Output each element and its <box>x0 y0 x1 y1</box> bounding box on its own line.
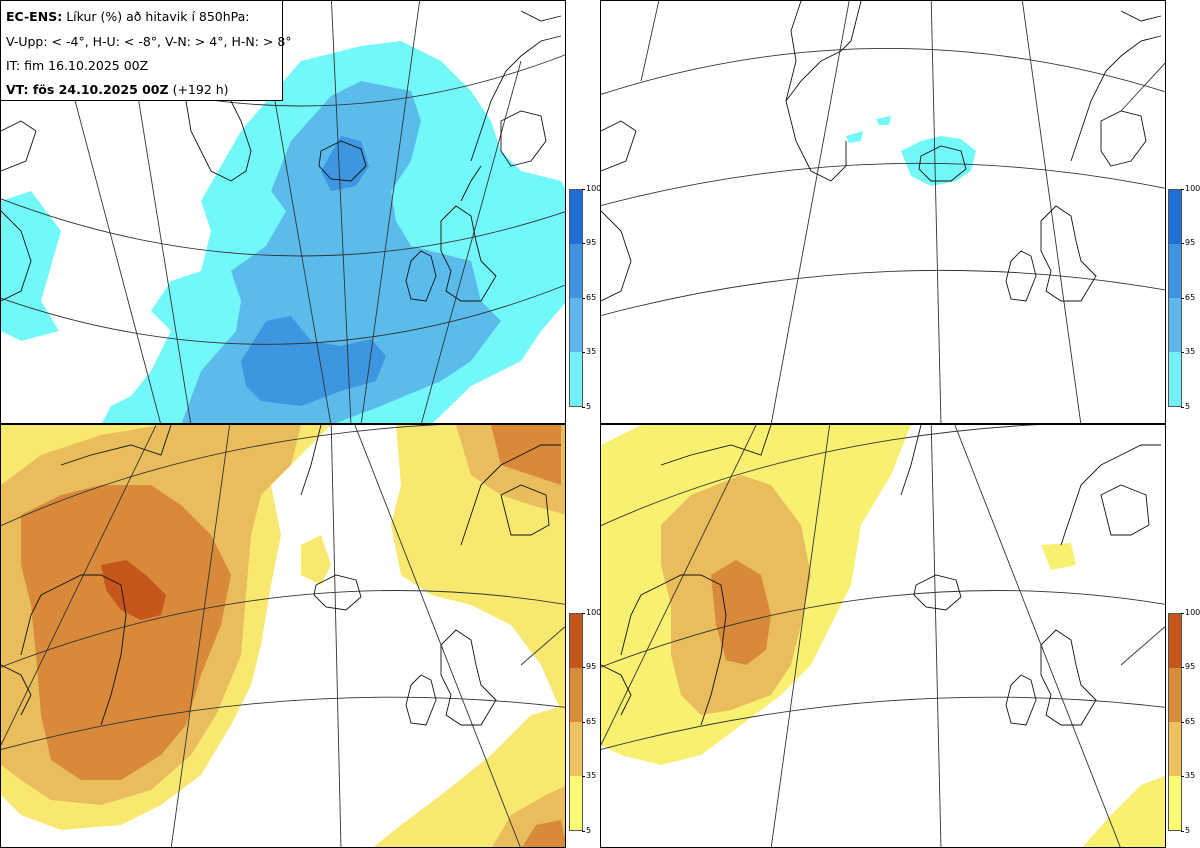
tick-label: 95 <box>581 238 597 247</box>
tick-label: 65 <box>581 717 597 726</box>
lead-time: (+192 h) <box>172 82 229 97</box>
model-name: EC-ENS: <box>6 9 63 24</box>
map-panel-lower-right <box>600 424 1166 848</box>
prob-5-35-area <box>1 191 61 341</box>
map-upper-right <box>601 1 1165 423</box>
initial-time: IT: fim 16.10.2025 00Z <box>6 58 149 73</box>
prob-5-35-area <box>876 116 891 125</box>
tick-label: 5 <box>1180 402 1191 411</box>
tick-label: 95 <box>1180 662 1196 671</box>
tick-label: 95 <box>1180 238 1196 247</box>
map-panel-upper-right <box>600 0 1166 424</box>
prob-95-100-area <box>101 560 166 620</box>
prob-5-35-area <box>1041 543 1076 570</box>
tick-label: 35 <box>581 347 597 356</box>
prob-65-95-area <box>522 820 565 847</box>
tick-label: 100 <box>1180 608 1200 617</box>
tick-label: 35 <box>581 771 597 780</box>
prob-5-35-area <box>251 71 321 131</box>
colorbar-cold-upper-left <box>569 189 583 407</box>
prob-65-95-area <box>491 425 561 485</box>
legend-text: V-Upp: < -4°, H-U: < -8°, V-N: > 4°, H-N… <box>6 34 292 49</box>
tick-label: 65 <box>1180 717 1196 726</box>
map-lower-left <box>1 425 565 847</box>
title-text: Líkur (%) að hitavik í 850hPa: <box>66 9 250 24</box>
tick-label: 100 <box>581 608 602 617</box>
map-panel-upper-left: EC-ENS: Líkur (%) að hitavik í 850hPa: V… <box>0 0 566 424</box>
map-lower-right <box>601 425 1165 847</box>
tick-label: 5 <box>1180 826 1191 835</box>
tick-label: 100 <box>1180 184 1200 193</box>
tick-label: 95 <box>581 662 597 671</box>
colorbar-warm-lower-left <box>569 613 583 831</box>
prob-5-35-area <box>901 136 976 186</box>
prob-65-95-area <box>711 560 771 665</box>
prob-5-35-area <box>846 131 863 143</box>
prob-5-35-area <box>301 535 331 585</box>
tick-label: 5 <box>581 826 592 835</box>
prob-65-95-area <box>241 316 386 406</box>
tick-label: 100 <box>581 184 602 193</box>
map-panel-lower-left <box>0 424 566 848</box>
prob-65-95-area <box>21 485 231 780</box>
colorbar-cold-upper-right <box>1168 189 1182 407</box>
prob-5-35-area <box>1082 775 1165 847</box>
tick-label: 65 <box>1180 293 1196 302</box>
tick-label: 35 <box>1180 347 1196 356</box>
prob-65-95-area <box>321 136 369 191</box>
tick-label: 5 <box>581 402 592 411</box>
tick-label: 65 <box>581 293 597 302</box>
colorbar-warm-lower-right <box>1168 613 1182 831</box>
title-box: EC-ENS: Líkur (%) að hitavik í 850hPa: V… <box>1 1 292 101</box>
valid-time: VT: fös 24.10.2025 00Z <box>6 82 169 97</box>
tick-label: 35 <box>1180 771 1196 780</box>
